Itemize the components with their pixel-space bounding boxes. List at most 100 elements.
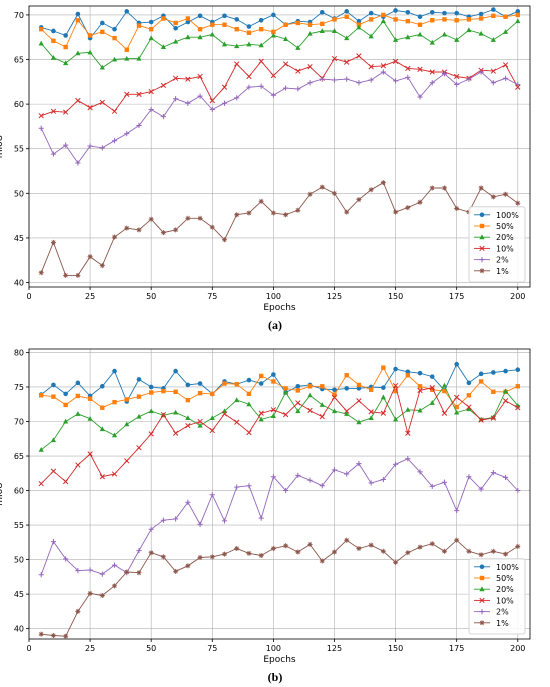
- legend-marker: [479, 575, 485, 581]
- data-point: [197, 422, 203, 428]
- data-point: [344, 386, 350, 391]
- data-point: [38, 270, 44, 276]
- data-point: [38, 480, 44, 487]
- data-point: [515, 384, 520, 389]
- data-point: [148, 431, 154, 437]
- data-point: [503, 551, 509, 557]
- data-point: [478, 185, 484, 191]
- data-point: [515, 12, 520, 18]
- data-point: [270, 92, 276, 98]
- data-point: [209, 224, 215, 230]
- data-point: [111, 471, 118, 477]
- data-point: [380, 548, 386, 554]
- data-point: [417, 370, 423, 376]
- data-point: [417, 22, 423, 27]
- data-point: [454, 73, 460, 80]
- data-point: [393, 17, 398, 22]
- data-point: [307, 191, 313, 197]
- data-point: [319, 184, 325, 190]
- data-point: [405, 205, 411, 211]
- data-point: [148, 35, 154, 41]
- data-point: [295, 207, 301, 213]
- legend-marker: [479, 245, 485, 252]
- data-point: [63, 272, 69, 278]
- series-line: [40, 384, 519, 451]
- data-point: [63, 478, 69, 485]
- data-point: [405, 74, 411, 80]
- data-point: [172, 75, 179, 81]
- data-point: [441, 31, 448, 37]
- data-point: [429, 39, 435, 45]
- data-point: [222, 551, 228, 557]
- data-point: [429, 9, 435, 15]
- data-point: [197, 13, 203, 19]
- y-tick-label: 75: [14, 383, 24, 392]
- data-point: [344, 373, 349, 378]
- legend-label: 1%: [496, 267, 509, 276]
- legend-marker: [479, 257, 485, 263]
- data-point: [429, 483, 435, 490]
- data-point: [429, 385, 435, 391]
- data-point: [478, 486, 484, 492]
- data-point: [221, 100, 228, 106]
- data-point: [344, 408, 350, 414]
- data-point: [295, 472, 301, 478]
- data-point: [502, 388, 509, 394]
- data-point: [515, 200, 521, 206]
- data-point: [258, 515, 264, 521]
- chart-b-series-10pct: [38, 382, 521, 487]
- data-point: [454, 361, 459, 367]
- data-point: [283, 85, 289, 91]
- data-point: [185, 100, 191, 106]
- legend-label: 50%: [496, 574, 514, 583]
- data-point: [63, 418, 69, 424]
- legend-label: 1%: [496, 619, 509, 628]
- data-point: [491, 7, 496, 12]
- data-point: [502, 398, 509, 404]
- chart-a-series-50pct: [39, 12, 520, 52]
- data-point: [148, 26, 154, 32]
- data-point: [270, 474, 276, 480]
- data-point: [38, 631, 44, 637]
- data-point: [246, 550, 252, 556]
- data-point: [99, 426, 105, 432]
- data-point: [478, 379, 484, 384]
- data-point: [87, 590, 93, 596]
- data-point: [112, 26, 117, 32]
- data-point: [50, 54, 57, 60]
- data-point: [332, 17, 337, 22]
- data-point: [417, 66, 423, 72]
- data-point: [368, 409, 374, 415]
- data-point: [380, 69, 386, 75]
- data-point: [502, 474, 509, 481]
- data-point: [478, 371, 484, 377]
- y-tick-label: 50: [14, 556, 24, 565]
- chart-a-legend: 100% 50% 20% 10% 2% 1%: [468, 206, 526, 283]
- data-point: [173, 20, 178, 26]
- data-point: [63, 556, 69, 562]
- data-point: [209, 97, 215, 104]
- series-line: [40, 458, 519, 575]
- data-point: [380, 410, 387, 416]
- data-point: [75, 50, 81, 56]
- series-line: [41, 55, 519, 117]
- data-point: [441, 71, 448, 77]
- data-point: [51, 28, 56, 34]
- data-point: [356, 546, 362, 552]
- x-tick-label: 100: [266, 644, 281, 653]
- data-point: [490, 194, 496, 200]
- chart-panel-a: 0 25 50 75 100 125 150 175 200 40 45 50 55 60 65 70 Epoc…: [0, 5, 531, 313]
- data-point: [491, 370, 496, 375]
- data-point: [405, 373, 411, 378]
- data-point: [173, 389, 178, 395]
- data-point: [307, 392, 313, 398]
- x-tick-label: 75: [207, 644, 217, 653]
- data-point: [392, 58, 399, 64]
- data-point: [197, 390, 203, 396]
- x-tick-label: 175: [449, 292, 464, 301]
- data-point: [258, 17, 264, 23]
- data-point: [258, 42, 264, 48]
- series-line: [41, 539, 519, 637]
- data-point: [320, 384, 325, 389]
